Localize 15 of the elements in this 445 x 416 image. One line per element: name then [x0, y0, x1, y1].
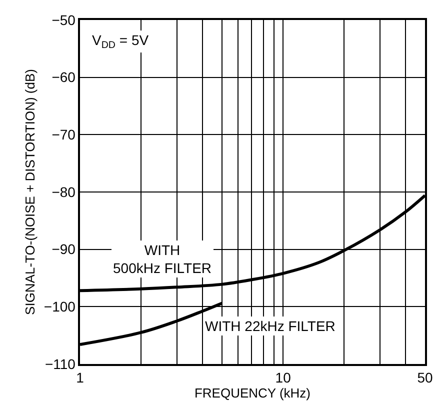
y-tick-label: −70	[52, 126, 76, 143]
y-tick-label: −50	[52, 12, 76, 28]
x-tick-label: 1	[76, 370, 84, 386]
y-tick-label: −90	[52, 241, 76, 258]
annotation: WITH 500kHz FILTER	[113, 242, 212, 276]
y-tick-label: −110	[44, 356, 76, 372]
x-tick-label: 10	[275, 370, 292, 386]
y-tick-label: −100	[44, 298, 76, 315]
annotation: V$_{DD}$ = 5V	[92, 32, 150, 51]
x-axis-title: FREQUENCY (kHz)	[194, 386, 311, 401]
annotation: WITH 22kHz FILTER	[205, 318, 336, 334]
y-tick-label: −60	[52, 69, 76, 86]
y-tick-label: −80	[52, 184, 76, 200]
x-tick-label: 50	[417, 370, 433, 386]
y-axis-title: SIGNAL-TO-(NOISE + DISTORTION) (dB)	[22, 69, 38, 315]
